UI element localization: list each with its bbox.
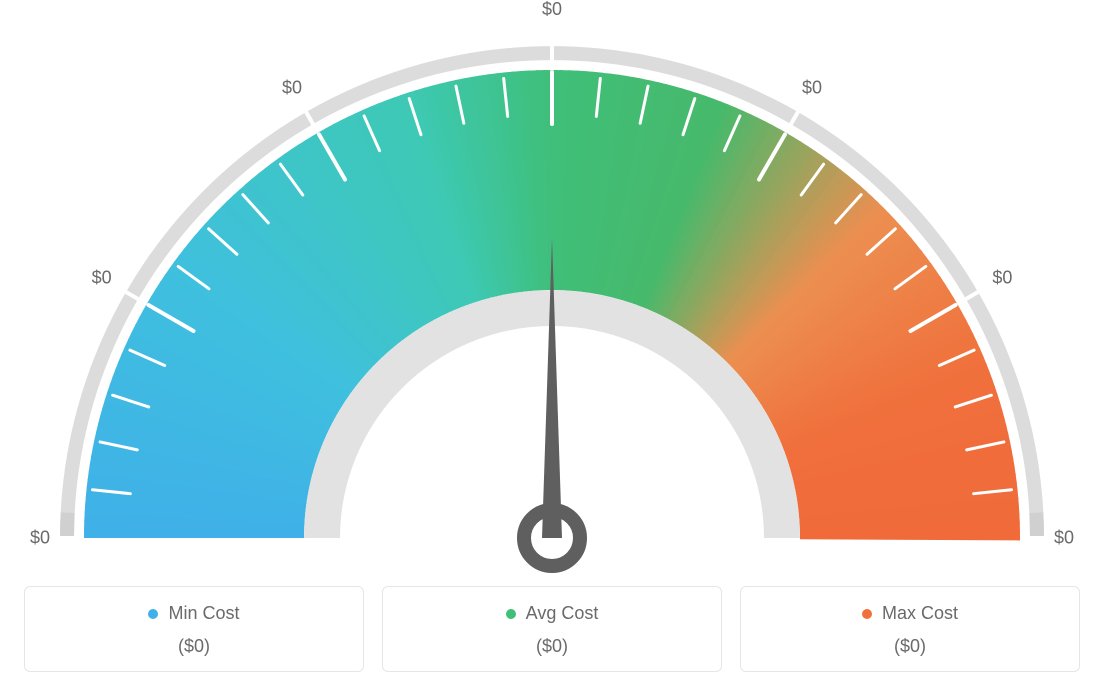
gauge-tick-label: $0 [30, 528, 50, 549]
legend-row: Min Cost ($0) Avg Cost ($0) Max Cost ($0… [24, 586, 1080, 672]
legend-card-min: Min Cost ($0) [24, 586, 364, 672]
legend-card-max: Max Cost ($0) [740, 586, 1080, 672]
legend-dot-max [862, 609, 872, 619]
legend-value-avg: ($0) [395, 636, 709, 657]
legend-dot-min [148, 609, 158, 619]
legend-top: Avg Cost [395, 603, 709, 624]
legend-value-max: ($0) [753, 636, 1067, 657]
legend-dot-avg [506, 609, 516, 619]
legend-label-min: Min Cost [168, 603, 239, 624]
gauge-tick-label: $0 [802, 77, 822, 98]
legend-value-min: ($0) [37, 636, 351, 657]
gauge-tick-label: $0 [1054, 528, 1074, 549]
gauge-tick-label: $0 [542, 0, 562, 20]
gauge-tick-label: $0 [92, 268, 112, 289]
gauge-chart [0, 8, 1104, 583]
gauge-tick-label: $0 [282, 77, 302, 98]
legend-label-max: Max Cost [882, 603, 958, 624]
legend-label-avg: Avg Cost [526, 603, 599, 624]
legend-top: Max Cost [753, 603, 1067, 624]
legend-card-avg: Avg Cost ($0) [382, 586, 722, 672]
legend-top: Min Cost [37, 603, 351, 624]
gauge-tick-label: $0 [992, 268, 1012, 289]
gauge-svg [0, 8, 1104, 578]
